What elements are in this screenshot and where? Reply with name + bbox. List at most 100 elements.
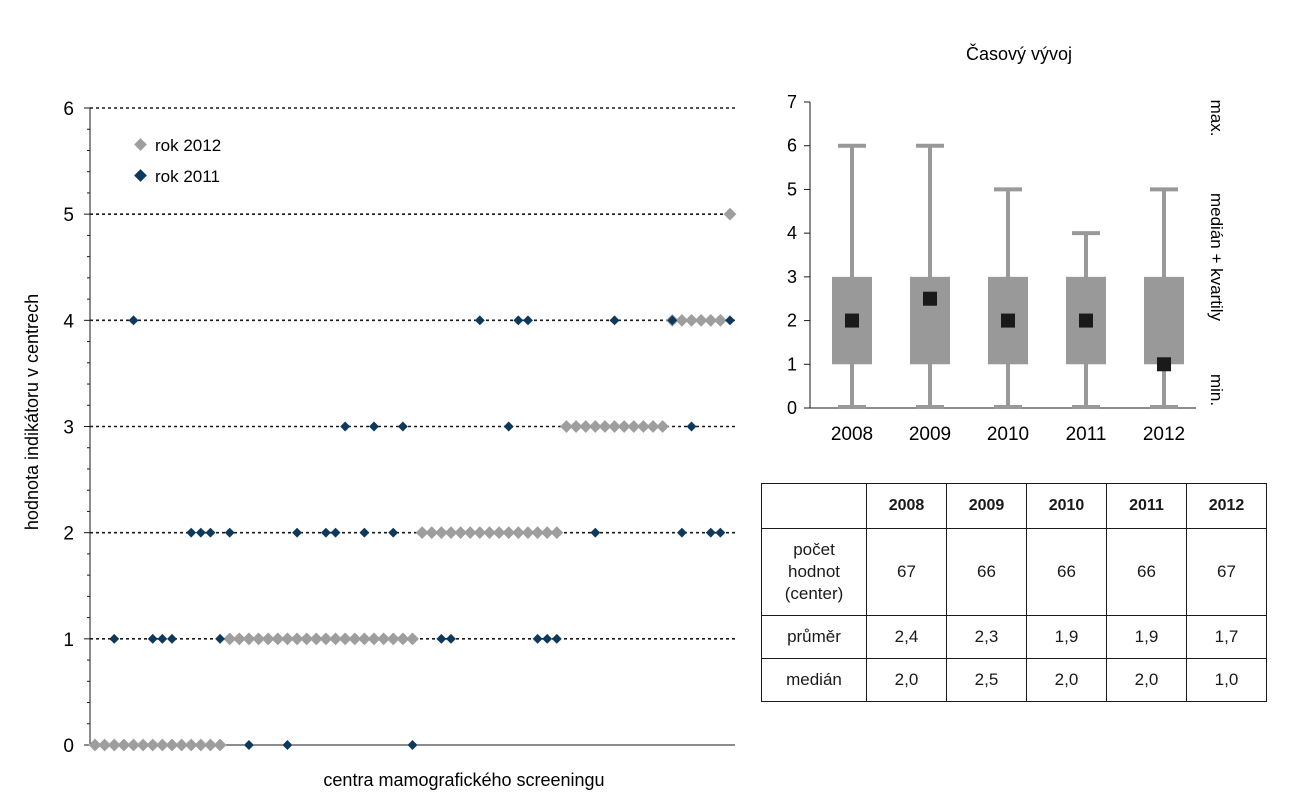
box-quartile-rect [1144, 276, 1184, 365]
box-y-tick-label: 4 [787, 223, 797, 243]
point-2012 [550, 526, 564, 540]
boxes [832, 143, 1184, 409]
y-tick-label: 4 [63, 311, 74, 332]
point-2011 [705, 527, 716, 538]
table-header-cell: 2008 [866, 483, 947, 529]
table-cell: 67 [866, 528, 947, 616]
point-2011 [157, 633, 168, 644]
scatter-chart: 0 1 2 3 4 5 6 rok 2012 rok 2011 centra mamogra… [22, 99, 737, 790]
y-tick-label: 6 [63, 99, 74, 120]
point-2011 [359, 527, 370, 538]
point-2011 [513, 315, 524, 326]
point-2011 [215, 633, 226, 644]
table-cell: 2,5 [946, 658, 1027, 702]
point-2011 [715, 527, 726, 538]
y-axis-label: hodnota indikátoru v centrech [22, 294, 42, 530]
table-row: medián 2,0 2,5 2,0 2,0 1,0 [761, 658, 1267, 702]
box-category-label: 2009 [909, 424, 951, 445]
table-cell: 1,9 [1106, 615, 1187, 659]
y-tick-label: 2 [63, 524, 74, 545]
point-2011 [243, 740, 254, 750]
point-2011 [551, 633, 562, 644]
point-2011 [609, 315, 620, 326]
table-header-cell: 2012 [1186, 483, 1267, 529]
point-2011 [436, 633, 447, 644]
table-cell: 1,0 [1186, 658, 1267, 702]
table-cell: 66 [1026, 528, 1107, 616]
point-2011 [224, 527, 235, 538]
row-label-count: počet hodnot (center) [761, 528, 867, 616]
point-2011 [147, 633, 158, 644]
side-label-median-quartiles: medián + kvartily [1207, 193, 1226, 322]
box-y-tick-label: 2 [787, 311, 797, 331]
table-cell: 66 [946, 528, 1027, 616]
point-2011 [446, 633, 456, 644]
table-row: počet hodnot (center) 67 66 66 66 67 [761, 528, 1267, 616]
table-cell: 1,9 [1026, 615, 1107, 659]
point-2011 [725, 315, 735, 326]
point-2011 [407, 740, 418, 750]
y-tick-label: 0 [63, 736, 74, 757]
point-2011 [590, 527, 601, 538]
point-2011 [186, 527, 197, 538]
point-2011 [205, 527, 216, 538]
point-2011 [523, 315, 533, 326]
box-category-label: 2008 [831, 424, 873, 445]
box-plot-title: Časový vývoj [966, 43, 1072, 64]
row-label-mean: průměr [761, 615, 867, 659]
box-category-labels: 2008 2009 2010 2011 2012 [831, 424, 1185, 445]
box-y-tick-label: 6 [787, 136, 797, 156]
point-2011 [667, 315, 678, 326]
table-header-cell: 2009 [946, 483, 1027, 529]
legend-label-2012: rok 2012 [155, 136, 221, 155]
legend-label-2011: rok 2011 [155, 167, 220, 186]
point-2011 [195, 527, 206, 538]
box-median-marker [1079, 313, 1093, 328]
box-y-tick-label: 7 [787, 92, 797, 112]
point-2011 [330, 527, 341, 538]
table-cell: 67 [1186, 528, 1267, 616]
box-y-tick-label: 1 [787, 354, 797, 374]
table-header-cell: 2010 [1026, 483, 1107, 529]
box-y-axis-ticks: 0 1 2 3 4 5 6 7 [787, 92, 810, 418]
point-2011 [320, 527, 331, 538]
data-points [88, 207, 737, 752]
box-category-label: 2011 [1066, 424, 1107, 445]
point-2011 [128, 315, 139, 326]
point-2012 [406, 632, 419, 646]
table-header-cell [761, 483, 867, 529]
box-median-marker [1157, 357, 1171, 372]
table-cell: 2,0 [866, 658, 947, 702]
point-2012 [656, 420, 670, 433]
y-axis-ticks: 0 1 2 3 4 5 6 [63, 99, 90, 757]
point-2011 [503, 421, 514, 432]
grid-lines [90, 107, 735, 640]
box-y-tick-label: 3 [787, 267, 797, 287]
y-tick-label: 5 [63, 205, 74, 226]
table-cell: 66 [1106, 528, 1187, 616]
table-cell: 1,7 [1186, 615, 1267, 659]
table-cell: 2,0 [1026, 658, 1107, 702]
x-axis-label: centra mamografického screeningu [323, 770, 604, 790]
box-category-label: 2010 [987, 424, 1029, 445]
legend-marker-2011 [134, 169, 147, 182]
box-median-marker [1001, 313, 1015, 328]
table-header-cell: 2011 [1106, 483, 1187, 529]
table-header-row: 2008 2009 2010 2011 2012 [761, 483, 1267, 529]
box-quartile-rect [910, 276, 950, 365]
point-2012 [723, 207, 737, 221]
legend-marker-2012 [134, 138, 147, 151]
table-cell: 2,0 [1106, 658, 1187, 702]
point-2011 [388, 527, 399, 538]
box-category-label: 2012 [1143, 424, 1185, 445]
point-2011 [532, 633, 543, 644]
box-y-tick-label: 5 [787, 179, 797, 199]
point-2011 [686, 421, 697, 432]
box-median-marker [845, 313, 859, 328]
side-label-max: max. [1207, 100, 1226, 137]
box-y-tick-label: 0 [787, 398, 797, 418]
y-tick-label: 1 [63, 630, 74, 651]
y-tick-label: 3 [63, 418, 74, 439]
point-2011 [340, 421, 351, 432]
